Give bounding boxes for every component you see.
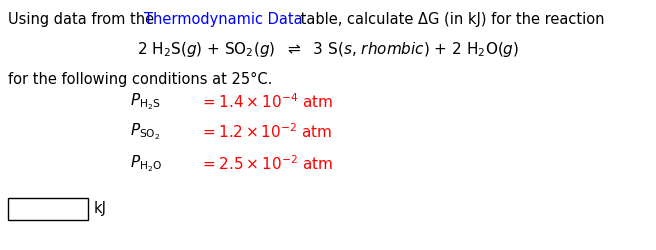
Text: $= 1.2\times10^{-2}$ atm: $= 1.2\times10^{-2}$ atm: [200, 123, 333, 141]
Text: $P_{\mathrm{H_2S}}$: $P_{\mathrm{H_2S}}$: [130, 92, 161, 112]
Text: kJ: kJ: [94, 202, 107, 216]
Text: $= 2.5\times10^{-2}$ atm: $= 2.5\times10^{-2}$ atm: [200, 155, 333, 173]
Text: 2 H$_2$S($g$) + SO$_2$($g$)  $\rightleftharpoons$  3 S($s$, $\it{rhombic}$) + 2 : 2 H$_2$S($g$) + SO$_2$($g$) $\rightlefth…: [137, 40, 519, 59]
Text: for the following conditions at 25°C.: for the following conditions at 25°C.: [8, 72, 272, 87]
Text: Thermodynamic Data: Thermodynamic Data: [144, 12, 302, 27]
Text: Using data from the: Using data from the: [8, 12, 159, 27]
Text: $= 1.4\times10^{-4}$ atm: $= 1.4\times10^{-4}$ atm: [200, 93, 333, 111]
Text: $P_{\mathrm{SO_2}}$: $P_{\mathrm{SO_2}}$: [130, 122, 161, 142]
Text: table, calculate ΔG (in kJ) for the reaction: table, calculate ΔG (in kJ) for the reac…: [296, 12, 604, 27]
Text: $P_{\mathrm{H_2O}}$: $P_{\mathrm{H_2O}}$: [130, 154, 162, 174]
Bar: [8, 198, 88, 220]
